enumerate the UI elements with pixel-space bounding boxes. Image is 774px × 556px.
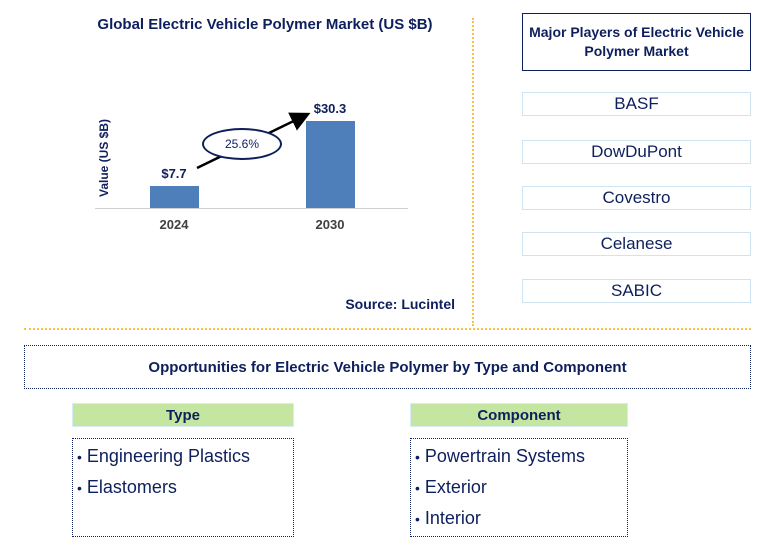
player-item: Covestro — [522, 186, 751, 210]
player-item: Celanese — [522, 232, 751, 256]
list-item: • Engineering Plastics — [77, 446, 250, 466]
player-item: BASF — [522, 92, 751, 116]
players-title: Major Players of Electric Vehicle Polyme… — [522, 13, 751, 71]
list-item: • Exterior — [415, 477, 487, 497]
player-item: DowDuPont — [522, 140, 751, 164]
list-item: • Elastomers — [77, 477, 177, 497]
opportunities-title: Opportunities for Electric Vehicle Polym… — [24, 345, 751, 389]
component-header: Component — [410, 403, 628, 427]
x-tick-2024: 2024 — [159, 217, 189, 232]
bullet-icon: • — [415, 480, 420, 496]
list-item: • Interior — [415, 508, 481, 528]
source-label: Source: Lucintel — [345, 296, 455, 312]
bullet-icon: • — [77, 449, 82, 465]
bar-2024 — [150, 186, 199, 208]
bar-2030 — [306, 121, 355, 208]
list-item: • Powertrain Systems — [415, 446, 585, 466]
component-list: • Powertrain Systems • Exterior • Interior — [410, 438, 628, 537]
bar-value-2030: $30.3 — [313, 101, 347, 116]
bullet-icon: • — [77, 480, 82, 496]
bullet-icon: • — [415, 511, 420, 527]
cagr-badge: 25.6% — [202, 128, 282, 160]
type-header: Type — [72, 403, 294, 427]
bullet-icon: • — [415, 449, 420, 465]
player-item: SABIC — [522, 279, 751, 303]
x-tick-2030: 2030 — [315, 217, 345, 232]
x-axis-line — [95, 208, 408, 209]
chart-title: Global Electric Vehicle Polymer Market (… — [97, 16, 433, 33]
bar-value-2024: $7.7 — [161, 166, 187, 181]
type-list: • Engineering Plastics • Elastomers — [72, 438, 294, 537]
vertical-divider — [472, 18, 474, 326]
horizontal-divider — [24, 328, 751, 330]
